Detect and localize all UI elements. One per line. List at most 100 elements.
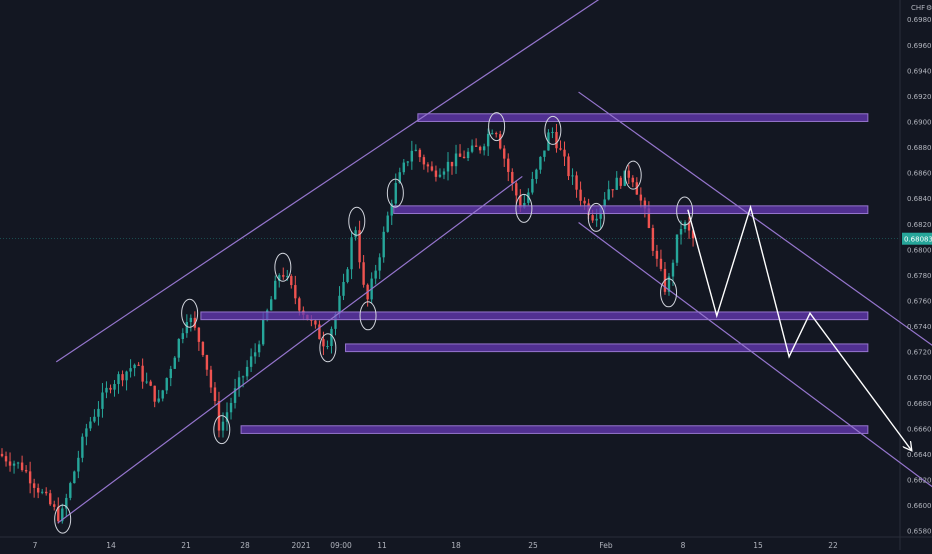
candle-body bbox=[24, 470, 28, 472]
highlight-ellipse bbox=[54, 504, 72, 534]
candle-body bbox=[165, 378, 168, 391]
candle-body bbox=[434, 170, 438, 177]
candle-body bbox=[237, 377, 241, 389]
last-price-label: 0.68083 bbox=[904, 236, 932, 244]
candle-body bbox=[45, 491, 48, 494]
candle-body bbox=[495, 133, 498, 135]
candle-body bbox=[559, 148, 562, 150]
candle-body bbox=[261, 319, 265, 345]
candle-body bbox=[310, 319, 313, 321]
candle-body bbox=[201, 341, 205, 356]
candle-body bbox=[177, 339, 180, 358]
candle-body bbox=[93, 416, 96, 422]
candle-body bbox=[346, 269, 349, 282]
candle-body bbox=[8, 461, 12, 466]
candle-body bbox=[575, 175, 578, 190]
candle-body bbox=[687, 222, 691, 231]
candle-body bbox=[438, 174, 442, 177]
candle-body bbox=[683, 222, 687, 229]
candle-body bbox=[643, 200, 647, 209]
candle-body bbox=[241, 376, 245, 378]
highlight-ellipse bbox=[359, 301, 377, 331]
candle-body bbox=[181, 333, 185, 340]
support-resistance-zone bbox=[417, 113, 869, 122]
candle-body bbox=[374, 270, 377, 279]
candle-body bbox=[129, 368, 132, 372]
settings-icon: ⚙ bbox=[926, 4, 932, 12]
candle-body bbox=[169, 368, 172, 379]
candle-body bbox=[173, 357, 176, 369]
candle-body bbox=[350, 237, 353, 270]
candles-group bbox=[0, 123, 695, 524]
candle-body bbox=[85, 428, 88, 437]
trend-line-descending-upper bbox=[578, 91, 932, 346]
candle-body bbox=[105, 387, 108, 393]
candle-body bbox=[97, 408, 100, 417]
candle-body bbox=[233, 388, 237, 403]
candle-body bbox=[229, 402, 233, 413]
highlight-ellipse bbox=[676, 196, 694, 226]
candle-body bbox=[32, 483, 36, 488]
highlight-ellipse bbox=[213, 415, 231, 445]
candle-body bbox=[125, 371, 128, 381]
candle-body bbox=[137, 364, 140, 366]
candle-body bbox=[539, 156, 542, 170]
candle-body bbox=[225, 412, 229, 422]
candle-body bbox=[278, 275, 281, 281]
candle-body bbox=[394, 182, 397, 204]
candle-body bbox=[402, 162, 405, 173]
time-tick-label: 2021 bbox=[291, 541, 310, 550]
candle-body bbox=[20, 462, 24, 471]
candle-body bbox=[607, 189, 610, 200]
candle-body bbox=[342, 281, 345, 296]
candle-body bbox=[334, 313, 337, 329]
candle-body bbox=[318, 324, 321, 340]
support-resistance-zone bbox=[240, 425, 869, 434]
candle-body bbox=[651, 228, 655, 251]
candle-body bbox=[659, 258, 663, 269]
highlight-ellipse bbox=[181, 298, 199, 328]
candle-body bbox=[567, 156, 570, 177]
candle-body bbox=[205, 355, 209, 370]
time-tick-label: 7 bbox=[33, 541, 38, 550]
candle-body bbox=[221, 421, 225, 431]
candle-body bbox=[270, 299, 273, 311]
candle-body bbox=[507, 158, 510, 172]
candle-body bbox=[253, 352, 257, 357]
candle-body bbox=[117, 374, 120, 385]
time-tick-label: 21 bbox=[181, 541, 191, 550]
candle-body bbox=[338, 295, 341, 314]
candle-body bbox=[671, 262, 675, 277]
candle-body bbox=[571, 175, 574, 177]
time-tick-label: 18 bbox=[451, 541, 461, 550]
candle-body bbox=[551, 131, 554, 133]
candle-body bbox=[595, 218, 598, 221]
candle-body bbox=[213, 387, 217, 402]
candle-body bbox=[511, 171, 514, 184]
candle-body bbox=[73, 471, 76, 484]
candle-body bbox=[675, 234, 679, 263]
candle-body bbox=[579, 189, 582, 201]
candle-body bbox=[358, 230, 361, 263]
time-tick-label: 15 bbox=[753, 541, 763, 550]
candle-body bbox=[257, 344, 261, 353]
candle-body bbox=[446, 161, 450, 172]
candle-body bbox=[4, 456, 8, 462]
highlight-ellipse bbox=[660, 278, 678, 308]
candle-body bbox=[422, 157, 426, 165]
candle-body bbox=[109, 387, 112, 390]
candle-body bbox=[209, 369, 213, 388]
candle-body bbox=[189, 317, 193, 323]
candle-body bbox=[330, 328, 333, 347]
